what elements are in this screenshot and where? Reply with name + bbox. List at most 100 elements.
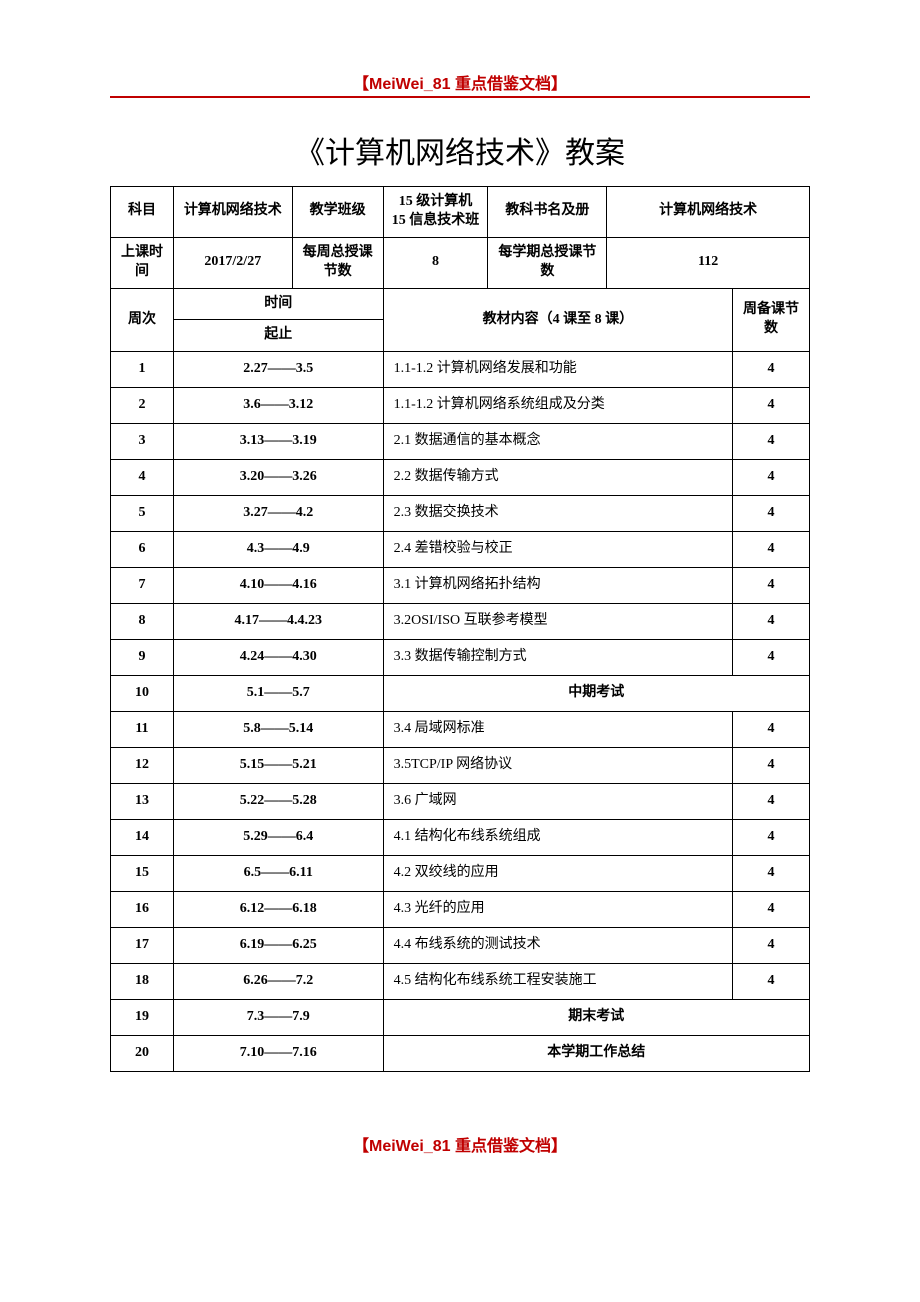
cell-count: 4: [733, 424, 810, 460]
cell-content: 3.1 计算机网络拓扑结构: [383, 568, 732, 604]
value-class: 15 级计算机 15 信息技术班: [383, 187, 488, 238]
cell-week: 11: [111, 712, 174, 748]
cell-count: 4: [733, 568, 810, 604]
table-row: 74.10——4.163.1 计算机网络拓扑结构4: [111, 568, 810, 604]
cell-timespan: 3.20——3.26: [173, 460, 383, 496]
cell-week: 9: [111, 640, 174, 676]
cell-count: 4: [733, 712, 810, 748]
cell-week: 20: [111, 1036, 174, 1072]
cell-timespan: 2.27——3.5: [173, 352, 383, 388]
info-row-2: 上课时间 2017/2/27 每周总授课节数 8 每学期总授课节数 112: [111, 237, 810, 288]
value-book: 计算机网络技术: [607, 187, 810, 238]
cell-content: 2.3 数据交换技术: [383, 496, 732, 532]
cell-content: 4.1 结构化布线系统组成: [383, 820, 732, 856]
cell-timespan: 4.17——4.4.23: [173, 604, 383, 640]
table-row: 84.17——4.4.233.2OSI/ISO 互联参考模型4: [111, 604, 810, 640]
cell-week: 18: [111, 964, 174, 1000]
info-row-1: 科目 计算机网络技术 教学班级 15 级计算机 15 信息技术班 教科书名及册 …: [111, 187, 810, 238]
cell-count: 4: [733, 352, 810, 388]
cell-count: 4: [733, 784, 810, 820]
cell-week: 8: [111, 604, 174, 640]
document-title: 《计算机网络技术》教案: [110, 128, 810, 172]
label-book: 教科书名及册: [488, 187, 607, 238]
table-row: 53.27——4.22.3 数据交换技术4: [111, 496, 810, 532]
cell-count: 4: [733, 460, 810, 496]
table-row: 135.22——5.283.6 广域网4: [111, 784, 810, 820]
page: 【MeiWei_81 重点借鉴文档】 《计算机网络技术》教案 科目 计算机网络技…: [0, 0, 920, 1216]
table-row: 125.15——5.213.5TCP/IP 网络协议4: [111, 748, 810, 784]
table-row: 105.1——5.7中期考试: [111, 676, 810, 712]
table-row: 23.6——3.121.1-1.2 计算机网络系统组成及分类4: [111, 388, 810, 424]
cell-content: 3.6 广域网: [383, 784, 732, 820]
cell-week: 7: [111, 568, 174, 604]
table-row: 166.12——6.184.3 光纤的应用4: [111, 892, 810, 928]
cell-content: 2.4 差错校验与校正: [383, 532, 732, 568]
cell-week: 15: [111, 856, 174, 892]
table-row: 207.10——7.16本学期工作总结: [111, 1036, 810, 1072]
cell-timespan: 6.26——7.2: [173, 964, 383, 1000]
cell-timespan: 4.24——4.30: [173, 640, 383, 676]
table-row: 156.5——6.114.2 双绞线的应用4: [111, 856, 810, 892]
cell-count: 4: [733, 892, 810, 928]
cell-week: 10: [111, 676, 174, 712]
cell-count: 4: [733, 928, 810, 964]
cell-timespan: 3.27——4.2: [173, 496, 383, 532]
label-time: 上课时间: [111, 237, 174, 288]
cell-week: 3: [111, 424, 174, 460]
cell-content: 3.3 数据传输控制方式: [383, 640, 732, 676]
header-watermark: 【MeiWei_81 重点借鉴文档】: [110, 70, 810, 94]
cell-content: 2.1 数据通信的基本概念: [383, 424, 732, 460]
value-subject: 计算机网络技术: [173, 187, 292, 238]
cell-timespan: 5.22——5.28: [173, 784, 383, 820]
cell-timespan: 6.19——6.25: [173, 928, 383, 964]
head-content: 教材内容（4 课至 8 课）: [383, 288, 732, 352]
cell-content: 本学期工作总结: [383, 1036, 809, 1072]
cell-week: 5: [111, 496, 174, 532]
cell-timespan: 4.10——4.16: [173, 568, 383, 604]
cell-count: 4: [733, 532, 810, 568]
value-semester: 112: [607, 237, 810, 288]
cell-count: 4: [733, 856, 810, 892]
label-class: 教学班级: [292, 187, 383, 238]
cell-count: 4: [733, 496, 810, 532]
table-row: 176.19——6.254.4 布线系统的测试技术4: [111, 928, 810, 964]
table-row: 64.3——4.92.4 差错校验与校正4: [111, 532, 810, 568]
cell-timespan: 6.12——6.18: [173, 892, 383, 928]
cell-timespan: 5.15——5.21: [173, 748, 383, 784]
cell-content: 3.4 局域网标准: [383, 712, 732, 748]
cell-week: 19: [111, 1000, 174, 1036]
cell-week: 12: [111, 748, 174, 784]
cell-timespan: 6.5——6.11: [173, 856, 383, 892]
cell-content: 4.2 双绞线的应用: [383, 856, 732, 892]
cell-content: 中期考试: [383, 676, 809, 712]
cell-content: 4.3 光纤的应用: [383, 892, 732, 928]
footer-watermark: 【MeiWei_81 重点借鉴文档】: [110, 1132, 810, 1156]
cell-week: 14: [111, 820, 174, 856]
cell-week: 13: [111, 784, 174, 820]
table-row: 186.26——7.24.5 结构化布线系统工程安装施工4: [111, 964, 810, 1000]
cell-timespan: 7.10——7.16: [173, 1036, 383, 1072]
value-weekly: 8: [383, 237, 488, 288]
cell-timespan: 5.8——5.14: [173, 712, 383, 748]
table-row: 43.20——3.262.2 数据传输方式4: [111, 460, 810, 496]
cell-timespan: 3.13——3.19: [173, 424, 383, 460]
cell-week: 2: [111, 388, 174, 424]
cell-content: 1.1-1.2 计算机网络系统组成及分类: [383, 388, 732, 424]
schedule-head-row-a: 周次 时间 教材内容（4 课至 8 课） 周备课节数: [111, 288, 810, 320]
cell-count: 4: [733, 748, 810, 784]
table-row: 94.24——4.303.3 数据传输控制方式4: [111, 640, 810, 676]
cell-timespan: 3.6——3.12: [173, 388, 383, 424]
head-week: 周次: [111, 288, 174, 352]
cell-timespan: 7.3——7.9: [173, 1000, 383, 1036]
cell-week: 17: [111, 928, 174, 964]
head-count: 周备课节数: [733, 288, 810, 352]
cell-count: 4: [733, 388, 810, 424]
header-rule: [110, 96, 810, 98]
cell-count: 4: [733, 820, 810, 856]
cell-count: 4: [733, 640, 810, 676]
label-subject: 科目: [111, 187, 174, 238]
schedule-table: 科目 计算机网络技术 教学班级 15 级计算机 15 信息技术班 教科书名及册 …: [110, 186, 810, 1072]
cell-content: 4.4 布线系统的测试技术: [383, 928, 732, 964]
table-row: 145.29——6.44.1 结构化布线系统组成4: [111, 820, 810, 856]
cell-content: 期末考试: [383, 1000, 809, 1036]
